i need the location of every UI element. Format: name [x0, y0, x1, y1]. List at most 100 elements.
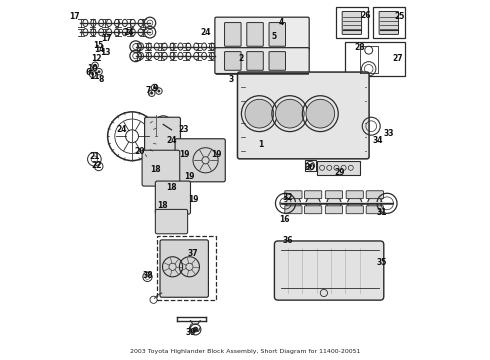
Text: 24: 24: [123, 28, 134, 37]
FancyBboxPatch shape: [346, 191, 364, 199]
Text: 17: 17: [70, 12, 80, 21]
Text: 17: 17: [101, 34, 112, 43]
Circle shape: [193, 327, 198, 332]
FancyBboxPatch shape: [304, 191, 322, 199]
FancyBboxPatch shape: [224, 23, 241, 46]
Text: 36: 36: [283, 237, 294, 246]
Text: 39: 39: [185, 328, 196, 337]
Text: 26: 26: [360, 10, 370, 19]
FancyBboxPatch shape: [224, 51, 241, 70]
Circle shape: [153, 86, 156, 89]
Text: 2: 2: [239, 54, 244, 63]
Text: 14: 14: [95, 45, 105, 54]
Circle shape: [98, 70, 100, 73]
FancyBboxPatch shape: [325, 206, 343, 214]
FancyBboxPatch shape: [247, 23, 263, 46]
Text: 24: 24: [200, 28, 211, 37]
Text: 19: 19: [188, 195, 198, 204]
FancyBboxPatch shape: [155, 181, 191, 214]
FancyBboxPatch shape: [145, 117, 180, 155]
FancyBboxPatch shape: [269, 51, 286, 70]
Text: 6: 6: [85, 68, 91, 77]
FancyBboxPatch shape: [325, 191, 343, 199]
Circle shape: [150, 92, 153, 95]
Text: 24: 24: [116, 125, 126, 134]
Bar: [304, 160, 316, 171]
Text: 28: 28: [354, 43, 365, 52]
Circle shape: [327, 196, 341, 211]
Text: 19: 19: [179, 150, 189, 159]
Circle shape: [283, 201, 288, 206]
Circle shape: [306, 99, 335, 128]
Text: 37: 37: [188, 249, 198, 258]
Text: 31: 31: [376, 208, 387, 217]
Text: 18: 18: [150, 165, 161, 174]
Text: 21: 21: [89, 152, 99, 161]
Bar: [157, 235, 216, 300]
FancyBboxPatch shape: [342, 12, 362, 35]
FancyBboxPatch shape: [238, 72, 369, 159]
FancyBboxPatch shape: [304, 206, 322, 214]
Text: 20: 20: [134, 147, 145, 156]
Text: 33: 33: [383, 129, 393, 138]
FancyBboxPatch shape: [160, 240, 208, 297]
Circle shape: [286, 196, 300, 211]
Bar: [345, 42, 405, 76]
Text: 10: 10: [87, 64, 98, 73]
FancyBboxPatch shape: [215, 17, 309, 50]
Text: 19: 19: [184, 172, 195, 181]
Bar: [317, 161, 360, 175]
Text: 24: 24: [166, 136, 177, 145]
Text: 23: 23: [179, 125, 189, 134]
Text: 32: 32: [283, 193, 294, 202]
Text: 38: 38: [142, 270, 153, 279]
Text: 4: 4: [278, 18, 284, 27]
FancyBboxPatch shape: [142, 150, 180, 186]
Text: 30: 30: [304, 163, 315, 172]
FancyBboxPatch shape: [366, 191, 383, 199]
FancyBboxPatch shape: [155, 210, 188, 234]
Text: 29: 29: [335, 168, 345, 177]
FancyBboxPatch shape: [366, 206, 383, 214]
Circle shape: [368, 196, 382, 211]
Circle shape: [306, 196, 320, 211]
Text: 18: 18: [166, 183, 177, 192]
FancyBboxPatch shape: [247, 51, 263, 70]
Text: 34: 34: [372, 136, 383, 145]
Text: 22: 22: [91, 161, 101, 170]
Text: 3: 3: [228, 75, 233, 84]
Circle shape: [94, 64, 97, 67]
FancyBboxPatch shape: [285, 206, 302, 214]
Bar: [373, 7, 405, 39]
Circle shape: [157, 90, 160, 93]
Text: 35: 35: [376, 258, 387, 267]
FancyBboxPatch shape: [274, 241, 384, 300]
Text: 13: 13: [100, 48, 110, 57]
Text: 18: 18: [157, 201, 168, 210]
Text: 11: 11: [89, 72, 99, 81]
FancyBboxPatch shape: [269, 23, 286, 46]
Circle shape: [91, 73, 94, 76]
Text: 19: 19: [211, 150, 221, 159]
Text: 1: 1: [259, 140, 264, 149]
FancyBboxPatch shape: [175, 139, 225, 182]
Text: 12: 12: [91, 54, 101, 63]
FancyBboxPatch shape: [346, 206, 364, 214]
FancyBboxPatch shape: [379, 12, 398, 35]
Text: 9: 9: [153, 84, 158, 93]
Text: 16: 16: [279, 215, 290, 224]
Circle shape: [275, 99, 304, 128]
Text: 2003 Toyota Highlander Block Assembly, Short Diagram for 11400-20051: 2003 Toyota Highlander Block Assembly, S…: [130, 349, 360, 354]
Text: 8: 8: [99, 75, 104, 84]
FancyBboxPatch shape: [215, 48, 309, 74]
Text: 15: 15: [93, 41, 103, 50]
Text: 27: 27: [392, 54, 403, 63]
Circle shape: [347, 196, 362, 211]
Text: 5: 5: [271, 32, 276, 41]
Bar: [337, 7, 368, 39]
Text: 7: 7: [146, 86, 151, 95]
Circle shape: [245, 99, 274, 128]
Text: 25: 25: [394, 12, 404, 21]
FancyBboxPatch shape: [285, 191, 302, 199]
Circle shape: [309, 164, 312, 167]
